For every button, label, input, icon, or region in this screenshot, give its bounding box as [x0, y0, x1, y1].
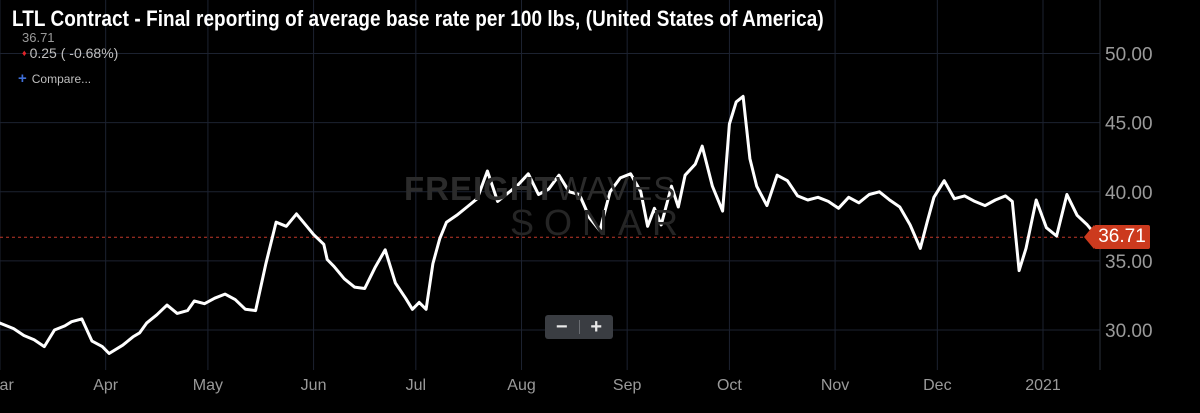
- plus-icon: +: [18, 70, 27, 87]
- watermark-brand-bold: FREIGHT: [404, 170, 556, 207]
- x-tick-label: Mar: [0, 377, 14, 394]
- zoom-divider: [578, 320, 580, 334]
- change-indicator: ♦ 0.25 ( -0.68%): [22, 45, 118, 61]
- down-triangle-icon: ♦: [22, 47, 27, 58]
- x-tick-label: Jun: [301, 377, 327, 394]
- x-tick-label: 2021: [1025, 377, 1061, 394]
- current-price-badge: 36.71: [1084, 225, 1150, 249]
- y-tick-label: 40.00: [1105, 183, 1153, 204]
- series-line: [0, 94, 1099, 355]
- compare-button[interactable]: + Compare...: [18, 71, 91, 86]
- chart-title: LTL Contract - Final reporting of averag…: [12, 6, 824, 31]
- x-tick-label: Oct: [717, 377, 742, 394]
- x-tick-label: Sep: [613, 377, 642, 394]
- watermark-brand: FREIGHTWAVES: [404, 170, 676, 208]
- watermark-product: SONAR: [510, 202, 689, 243]
- watermark-brand-light: WAVES: [555, 170, 677, 207]
- x-tick-label: Aug: [507, 377, 535, 394]
- last-value: 36.71: [22, 30, 55, 45]
- series-lines: [0, 94, 1099, 355]
- grid-lines: [0, 0, 1101, 370]
- y-tick-label: 45.00: [1105, 114, 1153, 135]
- y-tick-label: 30.00: [1105, 321, 1153, 342]
- y-tick-label: 35.00: [1105, 252, 1153, 273]
- zoom-out-button[interactable]: −: [555, 316, 568, 338]
- x-tick-label: Dec: [923, 377, 951, 394]
- compare-label: Compare...: [31, 71, 92, 86]
- x-tick-label: May: [193, 377, 223, 394]
- x-tick-label: Jul: [406, 377, 426, 394]
- y-tick-label: 50.00: [1105, 45, 1153, 66]
- y-axis: 30.00 35.00 40.00 45.00 50.00: [1105, 45, 1153, 343]
- x-tick-label: Nov: [821, 377, 849, 394]
- x-axis: Mar Apr May Jun Jul Aug Sep Oct Nov Dec 2021: [0, 377, 1061, 394]
- zoom-controls: − +: [545, 315, 613, 339]
- change-value: 0.25 ( -0.68%): [29, 45, 119, 61]
- zoom-in-button[interactable]: +: [590, 316, 603, 338]
- x-tick-label: Apr: [93, 377, 119, 394]
